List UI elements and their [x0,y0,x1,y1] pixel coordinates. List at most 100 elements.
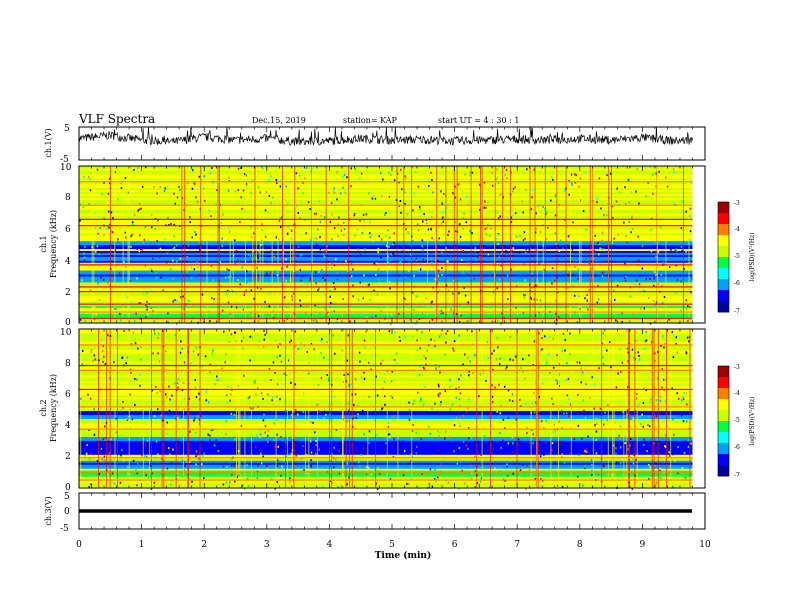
spectrogram-speckle [533,319,535,322]
spectrogram-speckle [283,320,285,323]
spectrogram-speckle [687,320,689,323]
spectrogram-speckle [380,256,382,259]
spectrogram-speckle [584,297,586,300]
spectrogram-speckle [235,306,238,309]
spectrogram-speckle [337,235,339,238]
spectrogram-speckle [309,208,311,211]
spectrogram-speckle [580,381,583,384]
spectrogram-row [79,352,693,356]
spectrogram-speckle [387,255,389,258]
spectrogram-speckle [352,284,354,287]
spectrogram-speckle [275,178,278,181]
spectrogram-speckle [376,262,378,265]
spectrogram-speckle [246,478,249,481]
spectrogram-speckle [145,456,148,459]
spectrogram-speckle [231,473,233,476]
spectrogram-speckle [459,304,461,307]
spectrogram-impulse [535,329,537,488]
spectrogram-speckle [540,349,543,352]
spectrogram-speckle [682,308,684,311]
spectrogram-speckle [667,286,669,289]
spectrogram-speckle [120,186,123,189]
spectrogram-speckle [511,190,514,193]
spectrogram-speckle [593,407,595,410]
spectrogram-speckle [419,207,421,210]
spectrogram-speckle [334,258,337,261]
spectrogram-speckle [382,387,384,390]
spectrogram-speckle [631,348,634,351]
spectrogram-speckle [324,279,326,282]
spectrogram-speckle [503,305,506,308]
spectrogram-speckle [279,217,281,220]
spectrogram-speckle [420,438,422,441]
spectrogram-speckle [129,279,131,282]
spectrogram-speckle [411,166,414,169]
spectrogram-speckle [204,199,206,202]
spectrogram-speckle [228,298,230,301]
spectrogram-speckle [396,172,399,175]
spectrogram-speckle [322,276,325,279]
spectrogram-speckle [260,239,263,242]
spectrogram-speckle [496,336,499,339]
colorbar-step [718,446,729,449]
spectrogram-speckle [139,373,141,376]
spectrogram-speckle [496,287,498,290]
spectrogram-speckle [584,171,586,174]
spectrogram-speckle [261,450,263,453]
spectrogram-speckle [346,420,349,423]
spectrogram-speckle [538,367,540,370]
spectrogram-row [79,394,693,398]
spectrogram-speckle [566,271,569,274]
spectrogram-speckle [323,484,325,487]
spectrogram-speckle [235,408,237,411]
spectrogram-speckle [537,330,540,333]
spectrogram-speckle [342,186,344,189]
spectrogram-speckle [212,340,214,343]
spectrogram-speckle [649,202,651,205]
spectrogram-speckle [333,192,335,195]
spectrogram-row [79,482,693,485]
spectrogram-speckle [383,380,386,383]
x-tick-label: 3 [264,540,270,550]
spectrogram-speckle [631,313,634,316]
spectrogram-speckle [369,232,371,235]
spectrogram-impulse [436,166,438,323]
spectrogram-speckle [203,452,205,455]
spectrogram-speckle [281,467,284,470]
spectrogram-speckle [160,414,163,417]
spectrogram-speckle [348,410,350,413]
spectrogram-speckle [187,299,190,302]
spectrogram-speckle [445,284,448,287]
spectrogram-row [79,181,693,185]
spectrogram-speckle [673,313,675,316]
spectrogram-speckle [288,341,291,344]
spectrogram-impulse [282,166,283,323]
spectrogram-speckle [595,430,598,433]
spectrogram-speckle [146,439,149,442]
spectrogram-speckle [415,431,418,434]
spectrogram-speckle [154,473,157,476]
spectrogram-speckle [417,228,420,231]
spectrogram-speckle [535,228,538,231]
colorbar-step [718,207,729,210]
spectrogram-speckle [572,273,575,276]
spectrogram-speckle [254,380,256,383]
spectrogram-speckle [102,340,105,343]
spectrogram-speckle [566,394,569,397]
spectrogram-speckle [139,203,141,206]
spectrogram-speckle [459,405,461,408]
spectrogram-speckle [176,231,179,234]
spectrogram-speckle [86,318,89,321]
spectrogram-speckle [100,447,103,450]
spectrogram-speckle [175,244,178,247]
spectrogram-row [79,329,693,332]
spectrogram-speckle [453,340,456,343]
spectrogram-speckle [111,231,114,234]
spectrogram-speckle [572,260,575,263]
spectrogram-speckle [522,211,524,214]
spectrogram-row [79,450,693,453]
spectrogram-row [79,252,693,255]
spectrogram-speckle [371,315,374,318]
spectrogram-speckle [164,383,167,386]
spectrogram-speckle [268,368,271,371]
